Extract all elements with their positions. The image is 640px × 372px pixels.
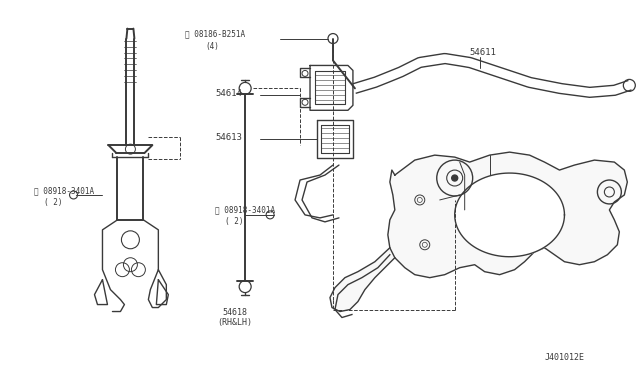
Text: 54611: 54611 [470, 48, 497, 57]
Polygon shape [455, 173, 564, 257]
Text: ⓑ 08918-3401A: ⓑ 08918-3401A [215, 205, 275, 214]
Text: 54614: 54614 [215, 89, 242, 98]
Polygon shape [330, 248, 395, 311]
Text: J401012E: J401012E [545, 353, 584, 362]
Text: ( 2): ( 2) [44, 198, 62, 208]
Text: ⓑ 08918-3401A: ⓑ 08918-3401A [34, 186, 93, 195]
Text: ⓑ 08186-B251A: ⓑ 08186-B251A [186, 29, 245, 38]
Circle shape [452, 175, 458, 181]
Text: 54618: 54618 [223, 308, 248, 317]
Text: ( 2): ( 2) [225, 217, 244, 227]
Polygon shape [388, 152, 627, 278]
Text: (RH&LH): (RH&LH) [218, 318, 253, 327]
Text: 54613: 54613 [215, 133, 242, 142]
Text: (4): (4) [205, 42, 219, 51]
